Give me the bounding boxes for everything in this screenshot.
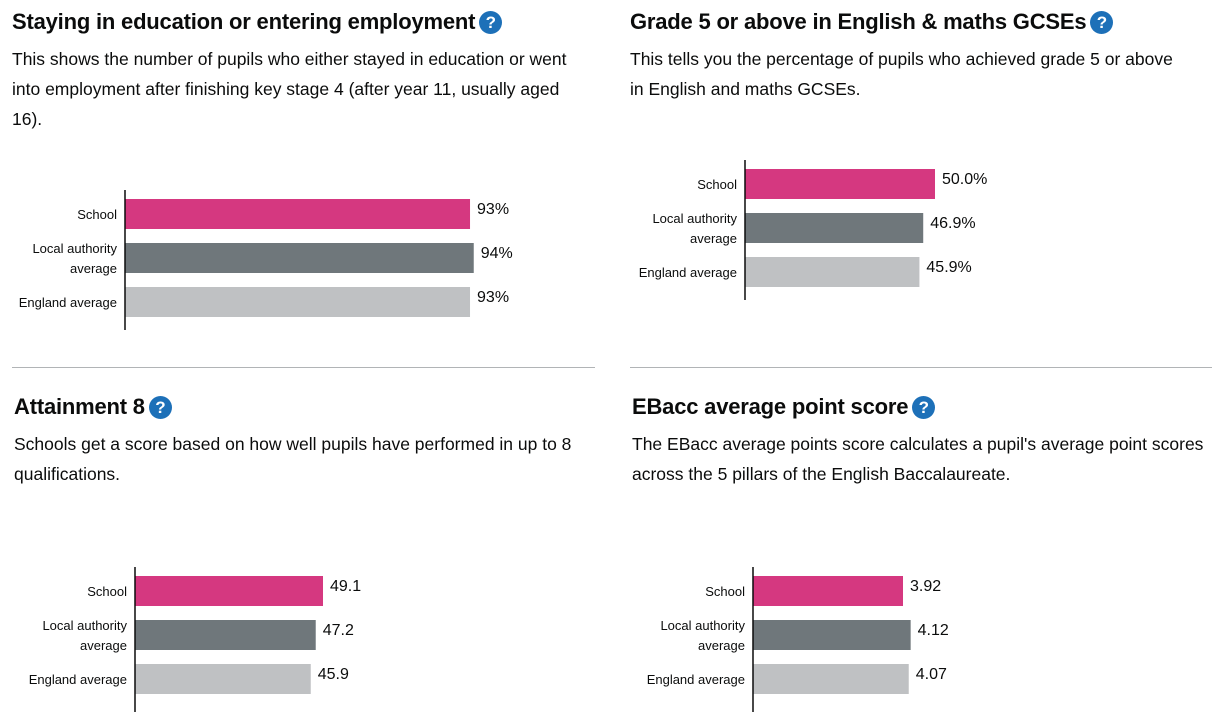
bar-school [125, 199, 471, 229]
value-label-england-average: 4.07 [916, 666, 947, 683]
help-icon[interactable]: ? [479, 11, 503, 34]
value-label-england-average: 93% [477, 289, 509, 306]
panel-grade-5-english-maths: Grade 5 or above in English & maths GCSE… [630, 8, 1190, 104]
help-icon[interactable]: ? [1090, 11, 1114, 34]
panel-heading: Attainment 8 [14, 394, 145, 419]
category-label-local-authority-average: Local authority average [32, 241, 117, 276]
bar-england-average [753, 664, 909, 694]
value-label-school: 50.0% [942, 171, 987, 188]
category-label-local-authority-average: Local authority average [42, 618, 127, 653]
value-label-england-average: 45.9 [318, 666, 349, 683]
value-label-local-authority-average: 47.2 [323, 622, 354, 639]
panel-heading: Staying in education or entering employm… [12, 9, 476, 34]
section-divider [12, 367, 595, 368]
bar-local-authority-average [135, 620, 316, 650]
bar-england-average [135, 664, 311, 694]
panel-description: This tells you the percentage of pupils … [630, 49, 1173, 99]
category-label-school: School [705, 584, 745, 599]
panel-description: This shows the number of pupils who eith… [12, 49, 567, 129]
category-label-england-average: England average [647, 672, 745, 687]
category-label-school: School [87, 584, 127, 599]
bar-chart-staying-in-education: 93% School 94% Local authority average 93% Eng… [19, 190, 513, 330]
help-icon[interactable]: ? [912, 396, 936, 419]
bar-school [135, 576, 323, 606]
category-label-england-average: England average [29, 672, 127, 687]
bar-chart-ebacc-average-point-score: 3.92 School 4.12 Local authority average 4.07… [647, 567, 949, 712]
value-label-local-authority-average: 46.9% [930, 215, 975, 232]
panel-staying-in-education: Staying in education or entering employm… [12, 8, 592, 134]
panel-heading: EBacc average point score [632, 394, 909, 419]
panel-description: Schools get a score based on how well pu… [14, 434, 572, 484]
category-label-school: School [77, 207, 117, 222]
panel-description: The EBacc average points score calculate… [632, 434, 1204, 484]
bar-school [745, 169, 935, 199]
bar-local-authority-average [125, 243, 474, 273]
bar-england-average [125, 287, 471, 317]
value-label-school: 49.1 [330, 578, 361, 595]
category-label-school: School [697, 177, 737, 192]
help-icon[interactable]: ? [148, 396, 172, 419]
bar-local-authority-average [745, 213, 924, 243]
panel-ebacc-average-point-score: EBacc average point score? The EBacc ave… [632, 393, 1222, 489]
category-label-local-authority-average: Local authority average [660, 618, 745, 653]
value-label-england-average: 45.9% [926, 259, 971, 276]
category-label-local-authority-average: Local authority average [652, 211, 737, 246]
bar-england-average [745, 257, 920, 287]
value-label-school: 3.92 [910, 578, 941, 595]
bar-local-authority-average [753, 620, 911, 650]
panel-attainment-8: Attainment 8? Schools get a score based … [14, 393, 604, 489]
bar-chart-grade-5-english-maths: 50.0% School 46.9% Local authority average 45… [639, 160, 987, 300]
value-label-school: 93% [477, 201, 509, 218]
category-label-england-average: England average [19, 295, 117, 310]
bar-chart-attainment-8: 49.1 School 47.2 Local authority average 45.9… [29, 567, 361, 712]
section-divider [630, 367, 1212, 368]
value-label-local-authority-average: 4.12 [918, 622, 949, 639]
category-label-england-average: England average [639, 265, 737, 280]
bar-school [753, 576, 903, 606]
value-label-local-authority-average: 94% [481, 245, 513, 262]
panel-heading: Grade 5 or above in English & maths GCSE… [630, 9, 1087, 34]
